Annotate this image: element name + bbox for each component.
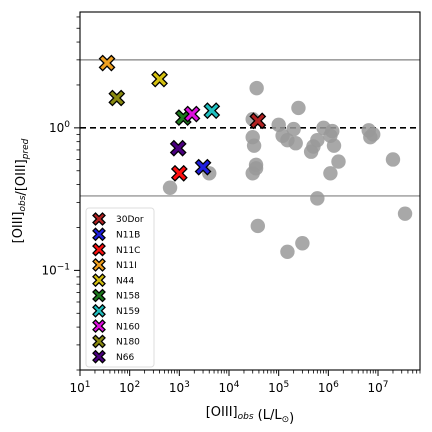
grey-data-point bbox=[246, 138, 262, 153]
region-marker-30dor bbox=[249, 112, 267, 130]
legend: 30Dor N11B N11C N11I N44 N158 N159 N160 N180 N66 bbox=[85, 207, 155, 368]
legend-label-n158: N158 bbox=[116, 292, 140, 302]
legend-marker-n11c bbox=[92, 242, 106, 257]
grey-data-point bbox=[385, 152, 401, 167]
x-tick-label: 107 bbox=[368, 380, 389, 395]
grey-data-point bbox=[326, 138, 342, 153]
legend-marker-n11i bbox=[92, 257, 106, 272]
legend-marker-n160 bbox=[92, 319, 106, 334]
x-tick-label: 102 bbox=[119, 380, 140, 395]
region-marker-n11i bbox=[98, 54, 116, 72]
legend-marker-n159 bbox=[92, 303, 106, 318]
grey-data-point bbox=[288, 136, 303, 151]
legend-marker-n66 bbox=[92, 349, 106, 364]
legend-label-n160: N160 bbox=[116, 322, 140, 332]
legend-label-n44: N44 bbox=[116, 276, 134, 286]
plot-frame bbox=[79, 11, 421, 371]
grey-data-point bbox=[295, 236, 310, 251]
grey-data-point bbox=[162, 180, 178, 195]
axis-ticks: 101 102 103 104 105 106 107 10−1 100 bbox=[41, 16, 421, 395]
legend-label-n11b: N11B bbox=[116, 231, 140, 241]
legend-label-n11c: N11C bbox=[116, 246, 140, 256]
grey-data-point bbox=[366, 127, 381, 142]
grey-data-point bbox=[323, 166, 338, 181]
grey-data-point bbox=[280, 244, 295, 260]
legend-marker-30dor bbox=[92, 212, 106, 226]
grey-data-point bbox=[325, 123, 340, 139]
y-tick-label: 10−1 bbox=[41, 262, 70, 277]
grey-data-point bbox=[248, 161, 264, 176]
plot-area bbox=[80, 54, 420, 260]
grey-data-point bbox=[397, 206, 413, 221]
legend-label-n11i: N11I bbox=[116, 261, 137, 271]
legend-marker-n180 bbox=[92, 334, 106, 349]
legend-label-n66: N66 bbox=[116, 353, 134, 363]
grey-data-point bbox=[250, 218, 266, 234]
region-marker-n180 bbox=[108, 89, 126, 107]
legend-label-30dor: 30Dor bbox=[116, 215, 144, 225]
grey-data-point bbox=[310, 191, 325, 206]
y-axis-label: [OIII]obs/[OIII]pred bbox=[11, 138, 31, 243]
legend-marker-n158 bbox=[92, 288, 106, 303]
grey-data-point bbox=[249, 80, 264, 96]
region-marker-n160 bbox=[183, 105, 201, 123]
legend-label-n159: N159 bbox=[116, 307, 140, 317]
grey-data-point bbox=[291, 100, 306, 116]
region-marker-n11b bbox=[194, 158, 212, 176]
x-tick-label: 105 bbox=[268, 380, 289, 395]
x-tick-label: 106 bbox=[318, 380, 339, 395]
region-marker-n159 bbox=[203, 102, 221, 120]
legend-label-n180: N180 bbox=[116, 338, 140, 348]
region-marker-n11c bbox=[170, 164, 188, 182]
grey-data-point bbox=[310, 132, 325, 148]
grey-data-point bbox=[331, 154, 346, 169]
region-marker-n44 bbox=[151, 70, 168, 88]
grey-data-point bbox=[271, 117, 286, 133]
y-tick-label: 100 bbox=[49, 120, 70, 135]
x-tick-label: 101 bbox=[69, 380, 90, 395]
x-axis-label: [OIII]obs (L/L⊙) bbox=[206, 405, 295, 426]
legend-marker-n44 bbox=[92, 273, 106, 288]
x-tick-label: 103 bbox=[169, 380, 190, 395]
region-marker-n66 bbox=[169, 139, 187, 157]
x-tick-label: 104 bbox=[219, 380, 240, 395]
legend-marker-n11b bbox=[92, 227, 106, 242]
grey-data-point bbox=[286, 121, 301, 137]
